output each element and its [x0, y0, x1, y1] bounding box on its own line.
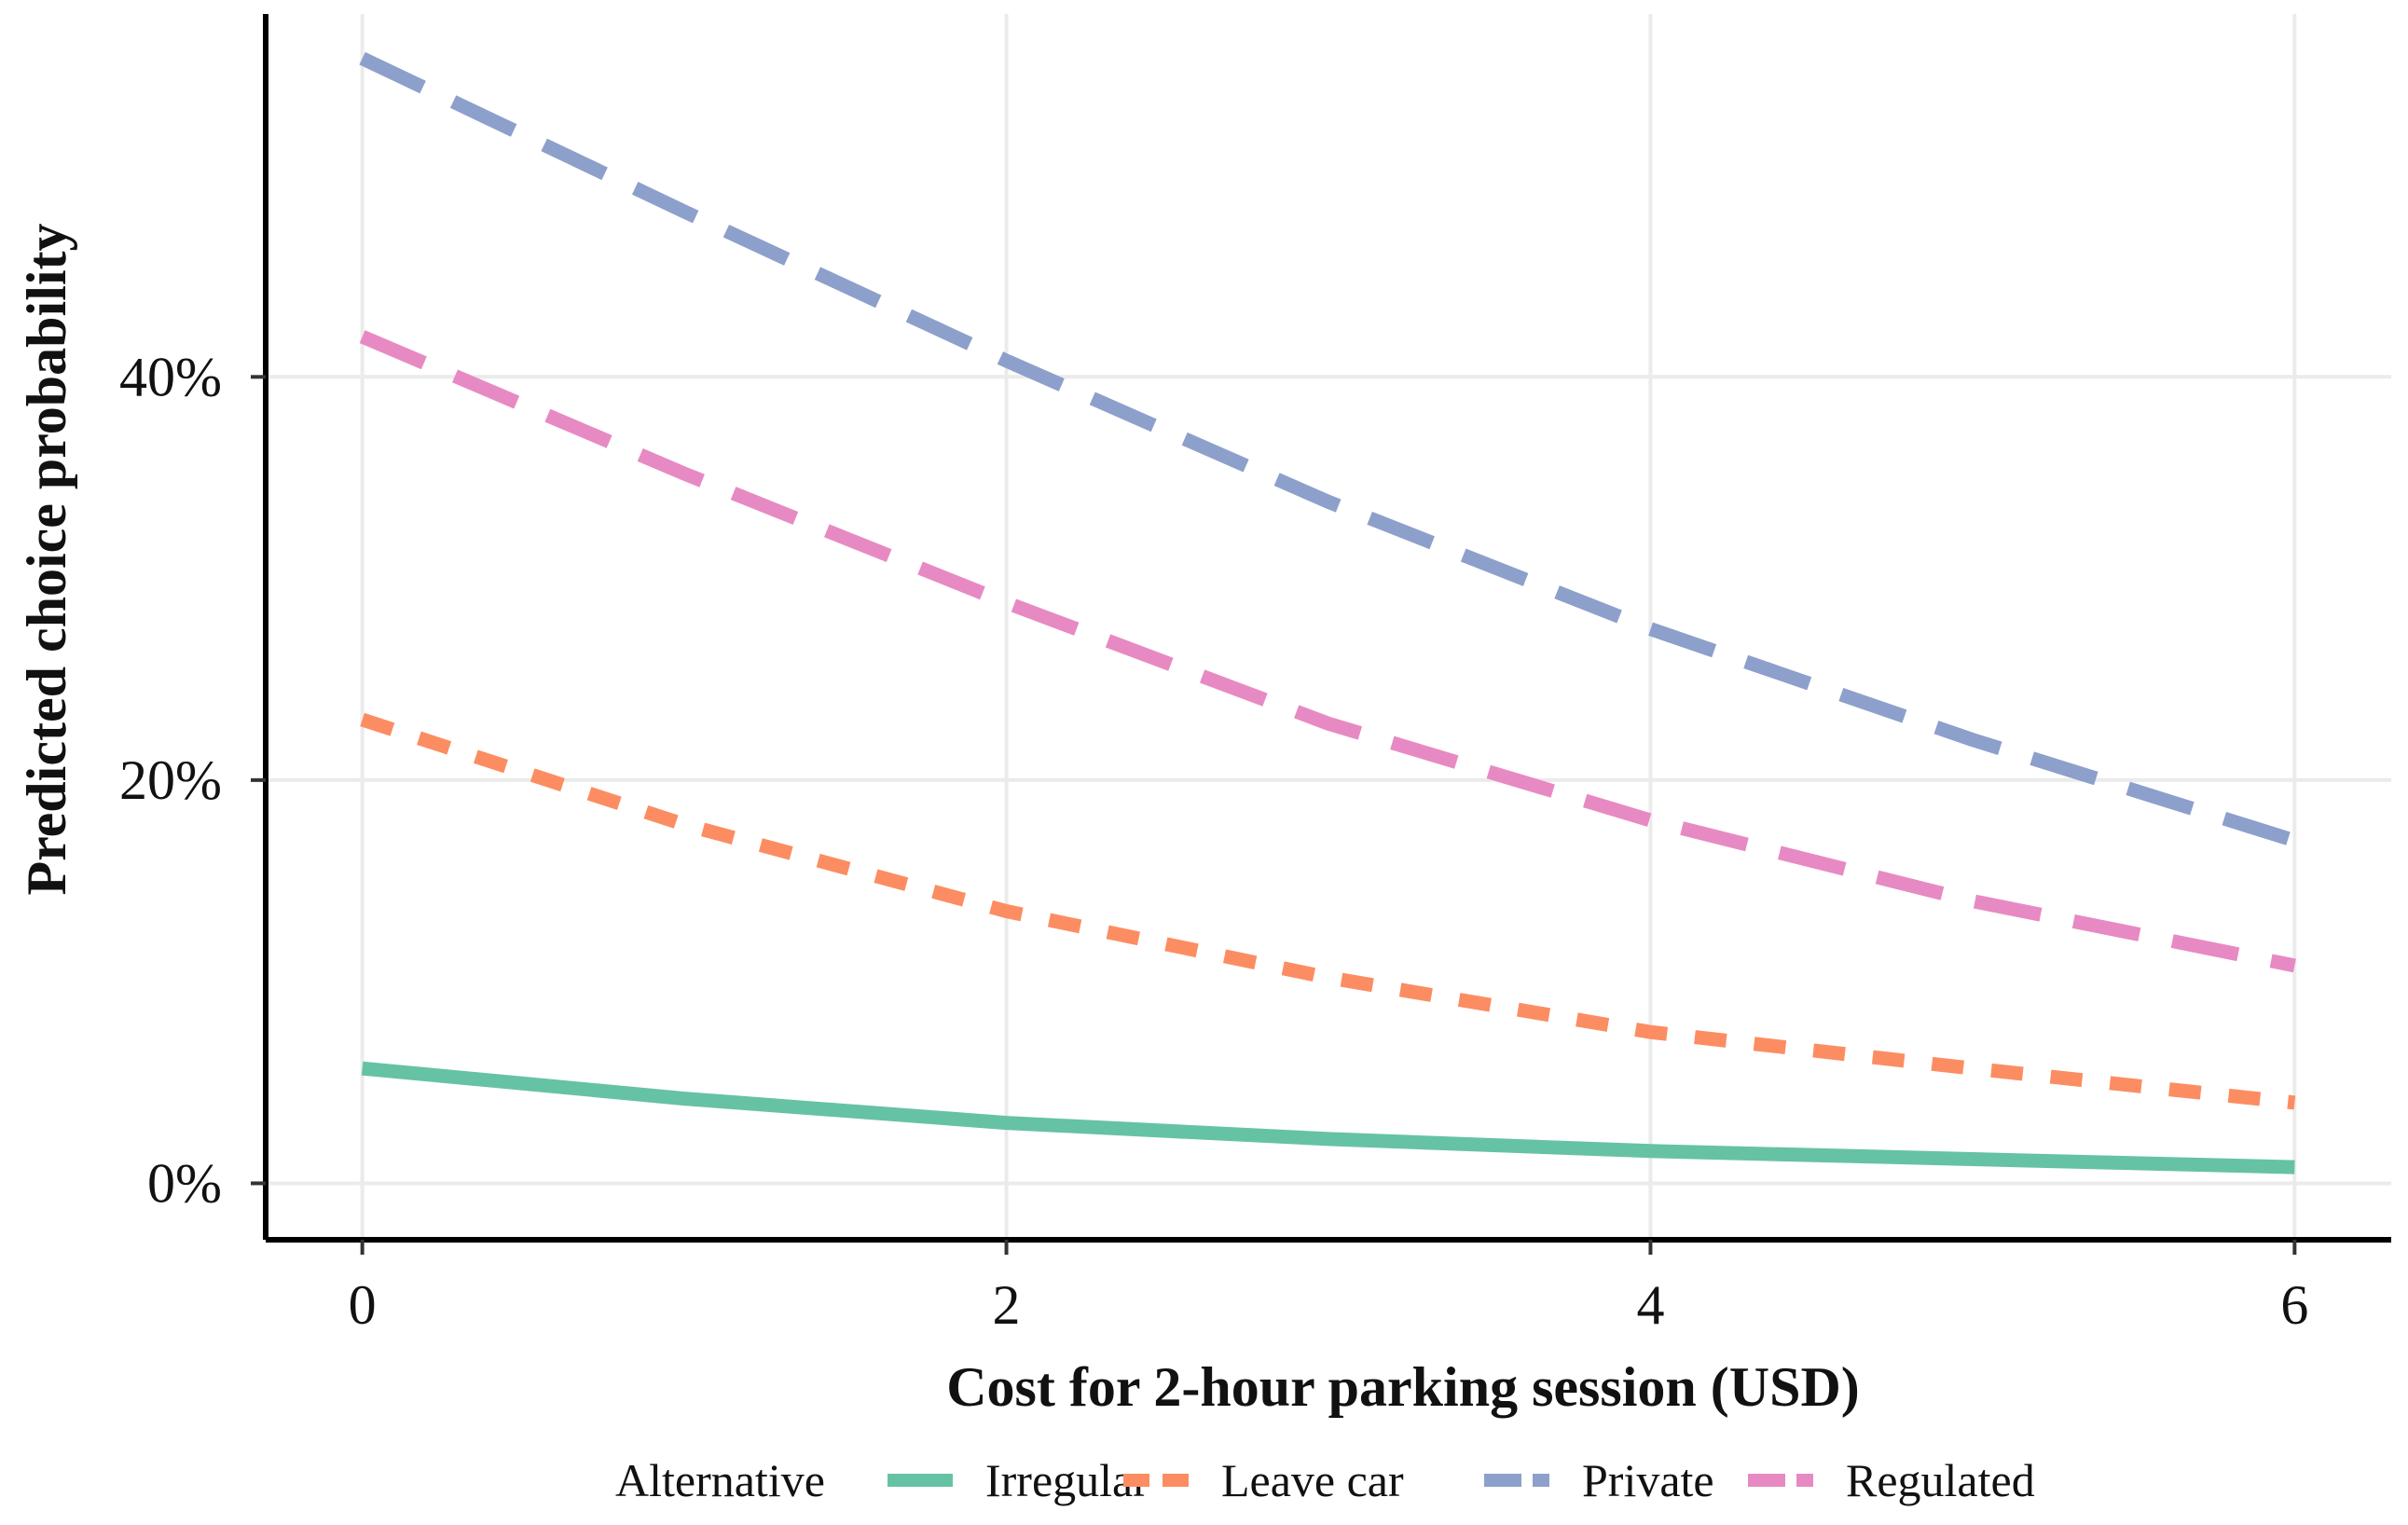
legend-label-private: Private	[1582, 1454, 1714, 1506]
y-tick-label: 40%	[119, 346, 222, 407]
series-lines	[359, 51, 2297, 1175]
x-tick-label: 0	[349, 1274, 377, 1336]
legend-label-leave-car: Leave car	[1221, 1454, 1404, 1506]
series-line-private	[359, 51, 2297, 847]
series-line-regulated	[359, 330, 2296, 973]
grid	[266, 14, 2391, 1240]
x-tick-label: 2	[993, 1274, 1021, 1336]
legend: Alternative Irregular Leave car Private Reg…	[615, 1454, 2035, 1506]
legend-label-irregular: Irregular	[985, 1454, 1149, 1506]
y-tick-label: 20%	[119, 749, 222, 811]
x-tick-label: 6	[2280, 1274, 2308, 1336]
legend-label-regulated: Regulated	[1846, 1454, 2035, 1506]
x-tick-label: 4	[1636, 1274, 1664, 1336]
axes	[251, 14, 2391, 1255]
y-tick-label: 0%	[147, 1152, 222, 1214]
tick-labels: 0 2 4 6 0% 20% 40%	[119, 346, 2308, 1336]
y-axis-title: Predicted choice probability	[16, 223, 77, 895]
legend-title: Alternative	[615, 1454, 825, 1506]
x-axis-title: Cost for 2-hour parking session (USD)	[946, 1356, 1860, 1418]
series-line-irregular	[361, 1061, 2295, 1175]
